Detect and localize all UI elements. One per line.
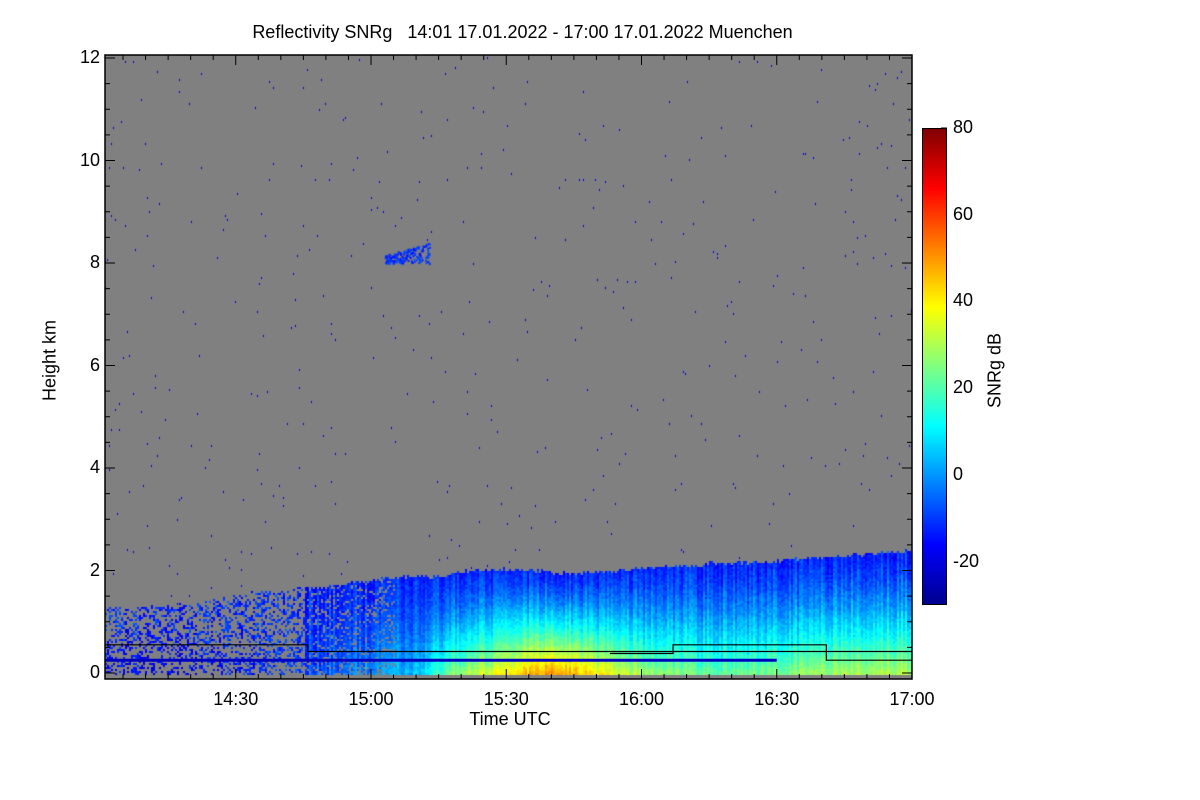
y-tick-label: 2 — [89, 559, 100, 580]
x-tick-label: 16:00 — [618, 689, 664, 709]
colorbar — [922, 128, 947, 605]
snr-heatmap — [105, 55, 912, 679]
x-axis-label: Time UTC — [469, 709, 551, 729]
colorbar-tick-label: -20 — [953, 550, 980, 571]
chart-title: Reflectivity SNRg 14:01 17.01.2022 - 17:… — [252, 22, 793, 42]
profile-line-1 — [609, 644, 912, 661]
colorbar-tick-label: 60 — [953, 203, 974, 224]
y-tick-label: 8 — [89, 252, 100, 272]
x-tick-label: 16:30 — [754, 689, 800, 709]
y-tick-label: 6 — [89, 354, 100, 375]
x-tick-label: 14:30 — [213, 689, 259, 709]
x-tick-label: 15:00 — [348, 689, 394, 709]
colorbar-label: SNRg dB — [984, 332, 1005, 409]
x-tick-label: 17:00 — [889, 689, 935, 709]
colorbar-tick-label: 80 — [953, 117, 974, 137]
y-axis-label: Height km — [39, 319, 60, 402]
colorbar-tick-label: 40 — [953, 290, 974, 311]
colorbar-tick-label: 20 — [953, 377, 974, 398]
y-tick-label: 12 — [79, 47, 100, 67]
colorbar-tick-label: 0 — [953, 463, 964, 484]
profile-line-0 — [105, 644, 912, 653]
y-tick-label: 4 — [89, 457, 100, 477]
y-tick-label: 10 — [79, 149, 100, 170]
plot-border — [104, 54, 913, 680]
x-tick-label: 15:30 — [483, 689, 529, 709]
y-tick-label: 0 — [89, 662, 100, 682]
